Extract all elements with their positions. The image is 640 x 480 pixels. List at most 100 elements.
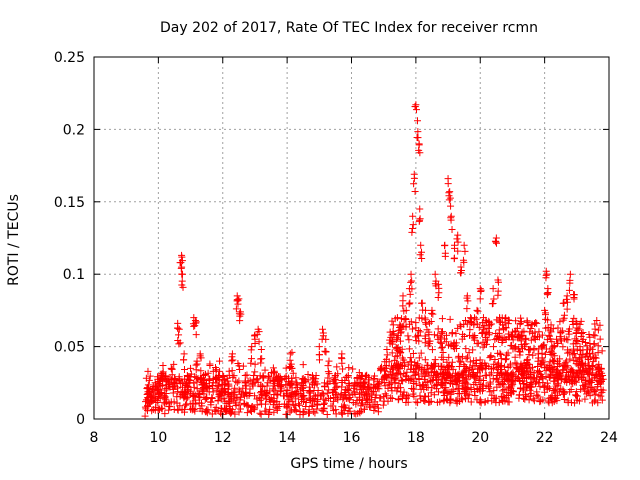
data-point xyxy=(366,403,374,411)
data-point xyxy=(501,394,509,402)
data-point xyxy=(228,350,236,358)
data-point xyxy=(460,241,468,249)
x-tick-label: 16 xyxy=(343,430,361,446)
data-point xyxy=(462,355,470,363)
data-point xyxy=(388,349,396,357)
data-point xyxy=(290,406,298,414)
data-point xyxy=(475,375,483,383)
data-point xyxy=(383,351,391,359)
data-point xyxy=(276,376,284,384)
data-point xyxy=(523,364,531,372)
data-point xyxy=(538,331,546,339)
data-point xyxy=(416,215,424,223)
data-point xyxy=(400,315,408,323)
data-point xyxy=(319,325,327,333)
data-point xyxy=(170,360,178,368)
data-point xyxy=(243,392,251,400)
data-point xyxy=(573,326,581,334)
data-point xyxy=(382,355,390,363)
data-point xyxy=(559,362,567,370)
data-point xyxy=(492,399,500,407)
data-point xyxy=(459,353,467,361)
data-point xyxy=(209,379,217,387)
data-point xyxy=(248,403,256,411)
data-point xyxy=(174,388,182,396)
data-point xyxy=(499,387,507,395)
data-point xyxy=(501,356,509,364)
data-point xyxy=(426,377,434,385)
data-point xyxy=(490,387,498,395)
data-point xyxy=(369,388,377,396)
data-point xyxy=(465,349,473,357)
data-point xyxy=(351,380,359,388)
data-point xyxy=(589,386,597,394)
data-points xyxy=(141,101,607,420)
data-point xyxy=(154,394,162,402)
data-point xyxy=(305,406,313,414)
data-point xyxy=(344,372,352,380)
data-point xyxy=(397,328,405,336)
data-point xyxy=(180,365,188,373)
data-point xyxy=(177,264,185,272)
data-point xyxy=(251,404,259,412)
data-point xyxy=(241,400,249,408)
data-point xyxy=(266,374,274,382)
data-point xyxy=(457,358,465,366)
data-point xyxy=(414,128,422,136)
data-point xyxy=(247,359,255,367)
data-point xyxy=(447,202,455,210)
data-point xyxy=(533,319,541,327)
data-point xyxy=(261,366,269,374)
data-point xyxy=(429,310,437,318)
data-point xyxy=(462,365,470,373)
data-point xyxy=(515,394,523,402)
data-point xyxy=(585,377,593,385)
data-point xyxy=(488,300,496,308)
data-point xyxy=(460,332,468,340)
data-point xyxy=(425,328,433,336)
data-point xyxy=(578,375,586,383)
chart-title: Day 202 of 2017, Rate Of TEC Index for r… xyxy=(160,20,538,36)
data-point xyxy=(346,407,354,415)
data-point xyxy=(266,405,274,413)
data-point xyxy=(397,361,405,369)
data-point xyxy=(407,278,415,286)
data-point xyxy=(560,396,568,404)
data-point xyxy=(494,291,502,299)
data-point xyxy=(148,407,156,415)
data-point xyxy=(399,377,407,385)
data-point xyxy=(329,402,337,410)
data-point xyxy=(459,371,467,379)
data-point xyxy=(596,321,604,329)
data-point xyxy=(176,339,184,347)
y-axis-label: ROTI / TECUs xyxy=(6,194,22,286)
data-point xyxy=(199,385,207,393)
data-point xyxy=(299,387,307,395)
data-point xyxy=(406,358,414,366)
data-point xyxy=(214,396,222,404)
data-point xyxy=(566,355,574,363)
data-point xyxy=(481,371,489,379)
data-point xyxy=(184,382,192,390)
data-point xyxy=(421,316,429,324)
data-point xyxy=(576,367,584,375)
data-point xyxy=(298,393,306,401)
data-point xyxy=(277,374,285,382)
data-point xyxy=(593,317,601,325)
data-point xyxy=(560,388,568,396)
data-point xyxy=(418,364,426,372)
data-point xyxy=(446,188,454,196)
data-point xyxy=(275,403,283,411)
data-point xyxy=(575,366,583,374)
data-point xyxy=(573,319,581,327)
data-point xyxy=(507,332,515,340)
data-point xyxy=(569,367,577,375)
data-point xyxy=(395,395,403,403)
data-point xyxy=(557,371,565,379)
data-point xyxy=(557,329,565,337)
data-point xyxy=(410,385,418,393)
data-point xyxy=(461,316,469,324)
data-point xyxy=(542,271,550,279)
data-point xyxy=(392,352,400,360)
data-point xyxy=(572,388,580,396)
